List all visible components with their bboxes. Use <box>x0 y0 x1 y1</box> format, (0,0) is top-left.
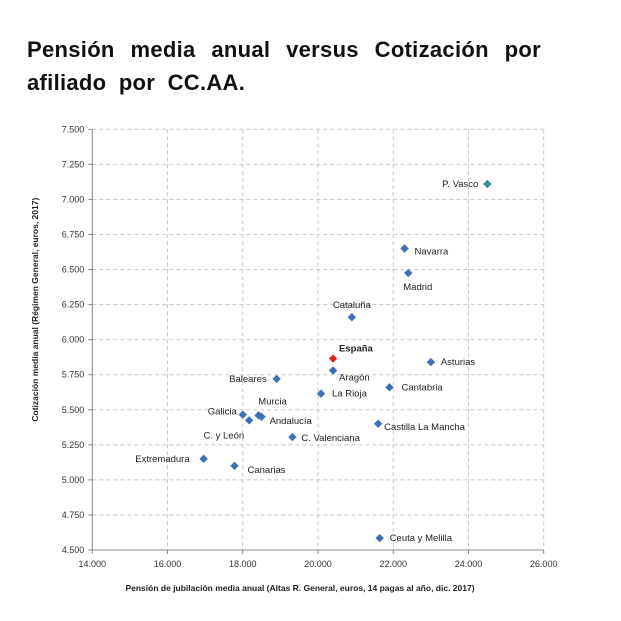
data-point-marker <box>347 313 357 322</box>
data-point-marker <box>257 412 266 421</box>
y-tick-label: 6.750 <box>62 229 85 239</box>
data-point-marker <box>238 410 247 419</box>
data-point-marker <box>244 416 254 425</box>
y-tick-label: 4.500 <box>62 545 85 555</box>
x-tick-label: 22.000 <box>379 559 407 569</box>
data-point-marker <box>316 389 326 398</box>
y-tick-label: 6.250 <box>62 300 85 310</box>
y-tick-label: 7.000 <box>62 194 85 204</box>
x-axis-label: Pensión de jubilación media anual (Altas… <box>125 583 474 593</box>
data-point-marker <box>375 533 384 543</box>
y-tick-label: 7.250 <box>62 159 85 169</box>
y-tick-label: 5.250 <box>62 440 85 450</box>
data-point-label: C. y León <box>203 430 244 441</box>
data-point-label: C. Valenciana <box>301 433 360 444</box>
x-tick-label: 14.000 <box>79 559 107 569</box>
data-point-label: Cataluña <box>333 300 372 311</box>
data-point-marker <box>288 432 297 442</box>
data-point-marker <box>199 454 208 464</box>
y-tick-label: 4.750 <box>62 510 85 520</box>
data-point-label: Asturias <box>441 357 476 368</box>
y-tick-label: 5.500 <box>62 405 85 415</box>
y-tick-label: 5.000 <box>62 475 85 485</box>
x-tick-label: 16.000 <box>154 559 182 569</box>
data-point-label: Castilla La Mancha <box>384 422 466 433</box>
data-point-label: Ceuta y Melilla <box>390 533 453 544</box>
data-point-label: La Rioja <box>332 389 368 400</box>
x-tick-label: 18.000 <box>229 559 257 569</box>
data-point-marker <box>328 366 338 375</box>
data-point-label: Andalucía <box>270 416 313 427</box>
y-tick-label: 7.500 <box>62 124 85 134</box>
data-point-marker <box>230 461 239 471</box>
data-point-label: Murcia <box>258 396 287 407</box>
data-point-marker <box>272 374 281 384</box>
data-point-marker <box>426 357 436 367</box>
y-tick-label: 6.000 <box>62 335 85 345</box>
data-point-marker <box>373 419 383 428</box>
data-point-marker <box>404 268 413 278</box>
y-tick-label: 5.750 <box>62 370 85 380</box>
data-point-marker <box>328 354 338 363</box>
data-point-label: Aragón <box>339 373 370 384</box>
y-tick-label: 6.500 <box>62 265 85 275</box>
data-point-label: Galicia <box>208 407 238 418</box>
x-tick-label: 20.000 <box>304 559 332 569</box>
data-point-label: España <box>339 344 374 355</box>
x-tick-label: 26.000 <box>530 559 558 569</box>
data-point-label: Canarias <box>247 465 285 476</box>
data-point-label: Baleares <box>229 374 267 385</box>
page-title: Pensión media anual versus Cotización po… <box>27 37 541 95</box>
y-axis-label: Cotización media anual (Régimen General,… <box>30 198 40 422</box>
data-point-marker <box>385 383 394 392</box>
data-point-label: Extremadura <box>135 454 190 465</box>
data-point-marker <box>400 244 409 253</box>
data-point-label: Madrid <box>403 282 432 293</box>
data-point-label: Navarra <box>415 246 450 257</box>
x-tick-label: 24.000 <box>455 559 483 569</box>
data-point-label: Cantabria <box>401 382 443 393</box>
data-point-label: P. Vasco <box>442 179 478 190</box>
data-point-marker <box>483 179 492 189</box>
